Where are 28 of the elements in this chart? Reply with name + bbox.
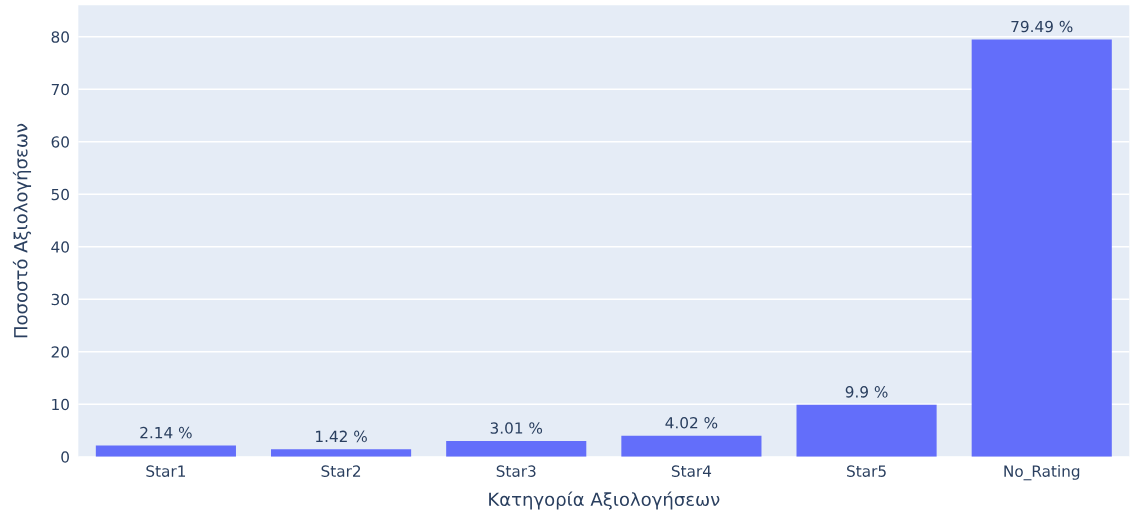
data-label: 79.49 % [1011, 20, 1073, 33]
x-tick-label: Star2 [321, 465, 361, 477]
x-tick-label: Star5 [847, 465, 886, 477]
bar [446, 440, 587, 457]
bar [971, 39, 1112, 457]
bar [271, 449, 412, 457]
data-label: 1.42 % [316, 430, 367, 443]
y-tick-label: 20 [51, 346, 69, 358]
bar [621, 435, 762, 457]
y-tick-label: 30 [51, 293, 69, 306]
x-tick-label: Star3 [496, 465, 536, 477]
y-tick-label: 10 [52, 398, 69, 411]
data-label: 3.01 % [490, 422, 543, 434]
y-tick-label: 60 [51, 136, 69, 148]
bar [796, 404, 937, 457]
y-tick-label: 0 [61, 451, 69, 463]
x-tick-label: Star1 [146, 465, 186, 477]
x-tick-label: Star4 [671, 465, 712, 477]
y-tick-label: 40 [51, 241, 69, 253]
data-label: 9.9 % [845, 386, 888, 398]
data-label: 2.14 % [140, 426, 192, 439]
y-tick-label: 50 [51, 188, 69, 201]
x-tick-label: No_Rating [1004, 465, 1080, 481]
y-tick-label: 70 [51, 83, 69, 96]
y-tick-label: 80 [51, 31, 69, 43]
x-axis-title: Κατηγορία Αξιολογήσεων [489, 491, 720, 510]
data-label: 4.02 % [665, 416, 718, 429]
y-axis-title: Ποσοστό Αξιολογήσεων [12, 123, 32, 338]
